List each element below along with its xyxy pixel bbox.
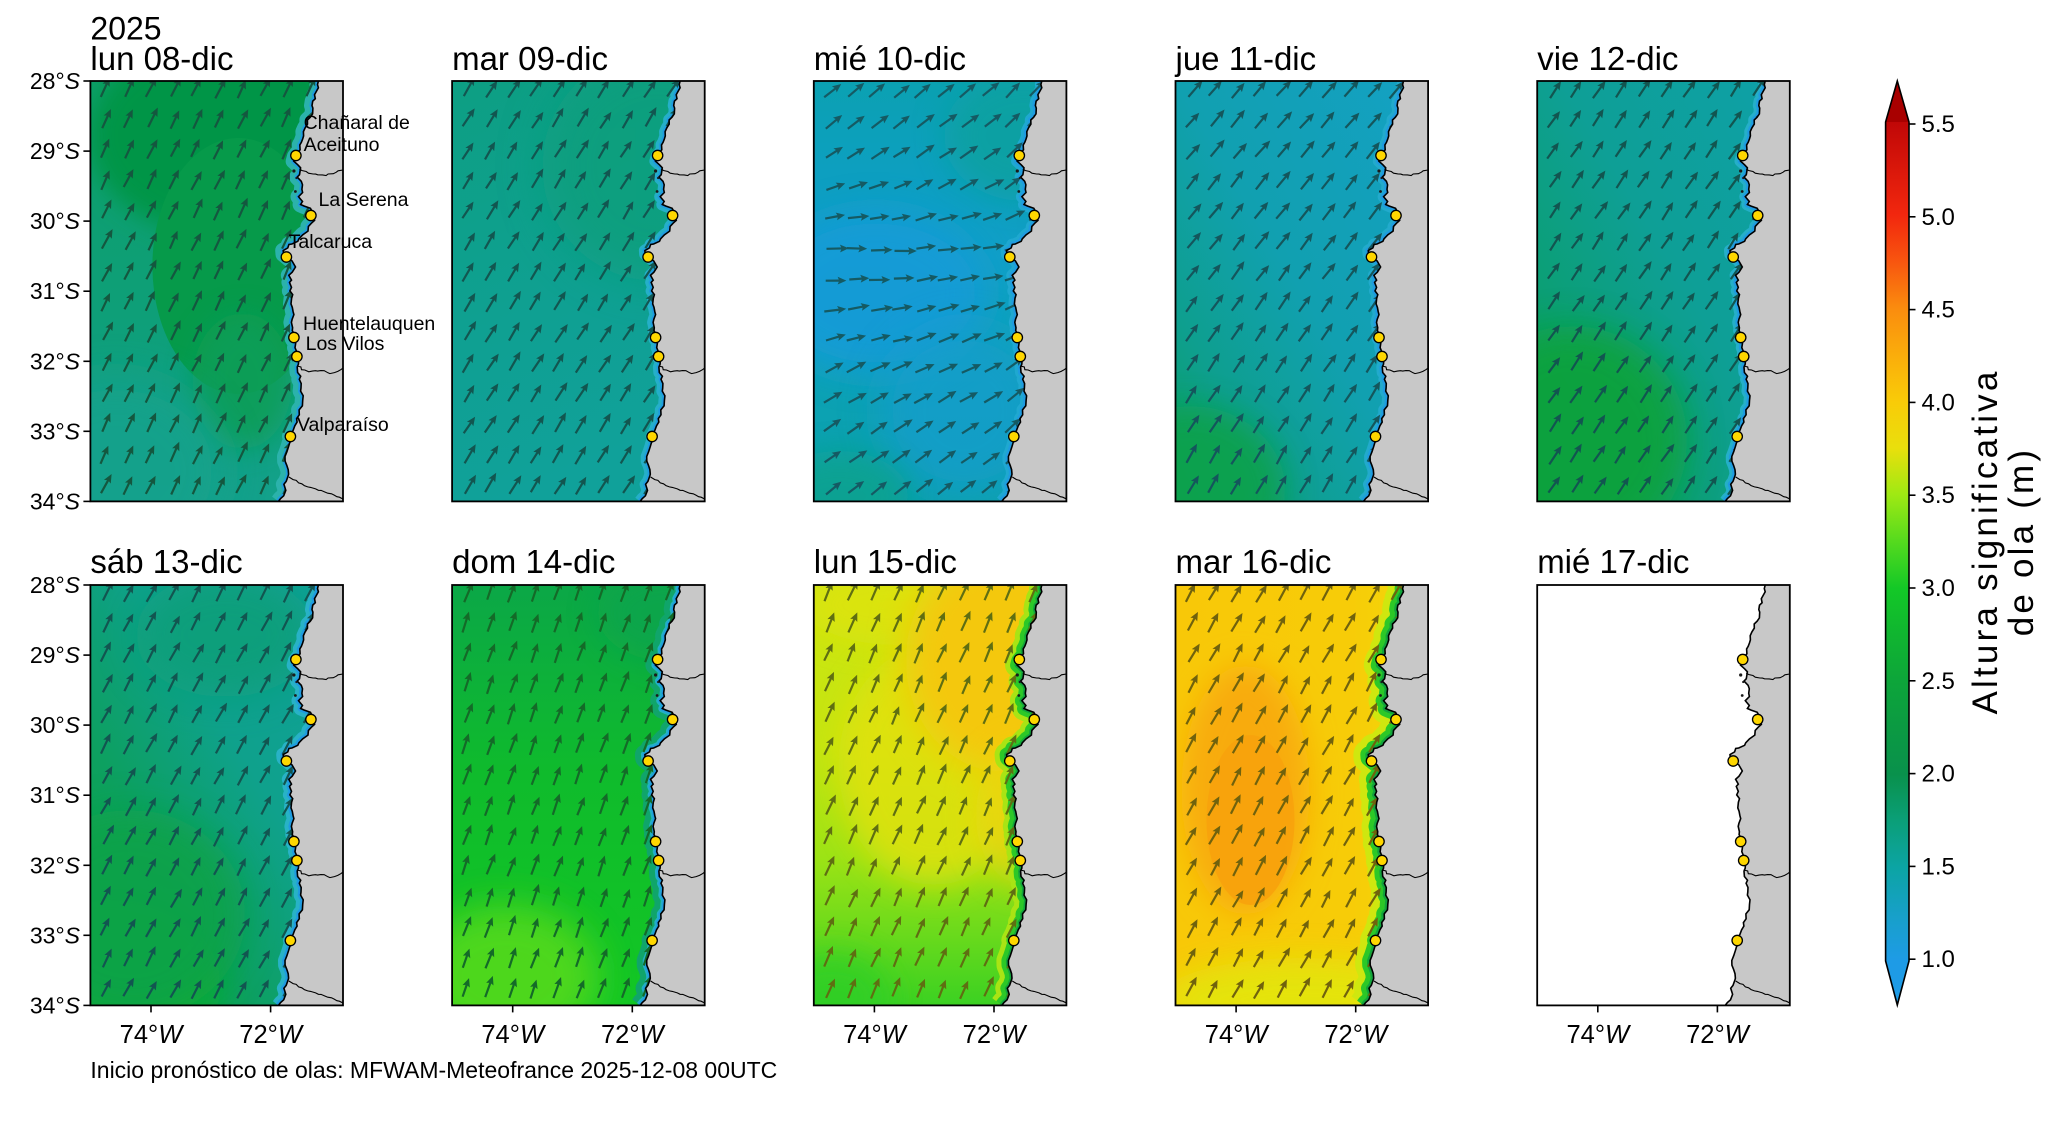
svg-text:72°W: 72°W — [1324, 1021, 1390, 1049]
svg-text:1.5: 1.5 — [1922, 853, 1955, 880]
svg-text:29°S: 29°S — [30, 642, 81, 668]
svg-text:3.0: 3.0 — [1922, 575, 1955, 602]
svg-text:Altura significativa: Altura significativa — [1966, 368, 2005, 714]
svg-text:mié 17-dic: mié 17-dic — [1537, 543, 1689, 580]
svg-text:74°W: 74°W — [1205, 1021, 1271, 1049]
svg-text:4.0: 4.0 — [1922, 389, 1955, 416]
svg-text:4.5: 4.5 — [1922, 297, 1955, 324]
svg-text:mar 16-dic: mar 16-dic — [1176, 543, 1332, 580]
svg-text:vie 12-dic: vie 12-dic — [1537, 40, 1678, 77]
svg-text:74°W: 74°W — [120, 1021, 186, 1049]
svg-text:mar 09-dic: mar 09-dic — [452, 40, 608, 77]
svg-text:sáb 13-dic: sáb 13-dic — [90, 543, 242, 580]
svg-text:31°S: 31°S — [30, 278, 81, 304]
svg-text:74°W: 74°W — [843, 1021, 909, 1049]
svg-text:5.0: 5.0 — [1922, 204, 1955, 231]
svg-text:33°S: 33°S — [30, 922, 81, 948]
svg-text:jue 11-dic: jue 11-dic — [1175, 40, 1317, 77]
svg-text:72°W: 72°W — [1686, 1021, 1752, 1049]
svg-text:28°S: 28°S — [30, 572, 81, 598]
svg-text:30°S: 30°S — [30, 712, 81, 738]
svg-text:33°S: 33°S — [30, 418, 81, 444]
svg-text:34°S: 34°S — [30, 488, 81, 514]
svg-text:72°W: 72°W — [963, 1021, 1029, 1049]
svg-text:Los Vilos: Los Vilos — [306, 333, 385, 355]
svg-text:72°W: 72°W — [239, 1021, 305, 1049]
svg-text:lun 15-dic: lun 15-dic — [814, 543, 957, 580]
svg-text:Valparaíso: Valparaíso — [297, 414, 389, 436]
svg-text:34°S: 34°S — [30, 992, 81, 1018]
svg-text:Aceituno: Aceituno — [304, 134, 380, 156]
svg-text:Chañaral de: Chañaral de — [304, 112, 410, 134]
svg-text:de ola (m): de ola (m) — [2002, 447, 2041, 637]
svg-text:La Serena: La Serena — [319, 189, 409, 211]
svg-text:2025: 2025 — [90, 11, 161, 47]
svg-text:Talcaruca: Talcaruca — [289, 231, 373, 253]
svg-text:32°S: 32°S — [30, 348, 81, 374]
svg-text:Inicio pronóstico de olas: MFW: Inicio pronóstico de olas: MFWAM-Meteofr… — [90, 1057, 777, 1083]
svg-text:3.5: 3.5 — [1922, 482, 1955, 509]
svg-text:2.0: 2.0 — [1922, 761, 1955, 788]
svg-text:74°W: 74°W — [481, 1021, 547, 1049]
svg-text:32°S: 32°S — [30, 852, 81, 878]
svg-text:5.5: 5.5 — [1922, 111, 1955, 138]
svg-text:74°W: 74°W — [1566, 1021, 1632, 1049]
svg-text:72°W: 72°W — [601, 1021, 667, 1049]
svg-text:lun 08-dic: lun 08-dic — [90, 40, 233, 77]
svg-text:31°S: 31°S — [30, 782, 81, 808]
svg-text:dom 14-dic: dom 14-dic — [452, 543, 615, 580]
svg-text:2.5: 2.5 — [1922, 668, 1955, 695]
svg-text:mié 10-dic: mié 10-dic — [814, 40, 966, 77]
svg-text:30°S: 30°S — [30, 208, 81, 234]
svg-text:28°S: 28°S — [30, 68, 81, 94]
svg-text:29°S: 29°S — [30, 138, 81, 164]
svg-text:Huentelauquen: Huentelauquen — [303, 313, 435, 335]
svg-text:1.0: 1.0 — [1922, 946, 1955, 973]
